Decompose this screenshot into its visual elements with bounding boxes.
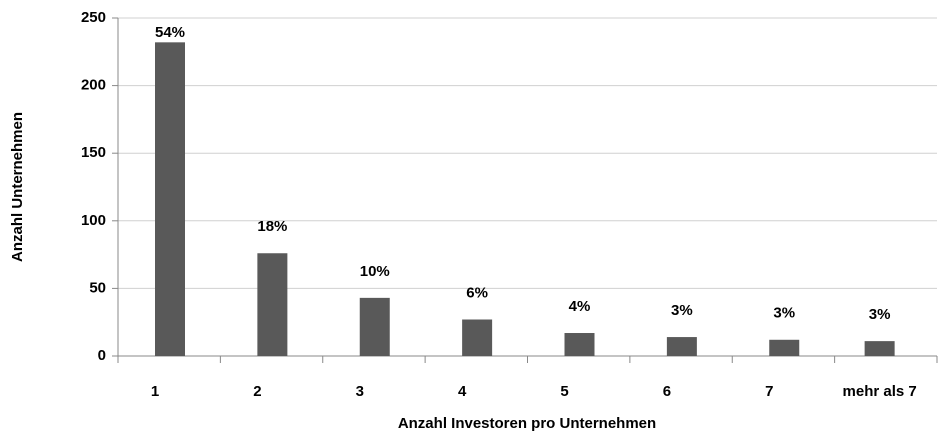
y-tick-label: 100 bbox=[81, 212, 106, 229]
y-tick-label: 150 bbox=[81, 144, 106, 161]
x-tick-label: 2 bbox=[253, 383, 261, 400]
data-label: 18% bbox=[257, 218, 287, 235]
y-tick-label: 250 bbox=[81, 9, 106, 26]
bar bbox=[666, 337, 697, 356]
bar bbox=[359, 297, 390, 356]
bar bbox=[462, 319, 493, 356]
x-tick-label: 5 bbox=[560, 383, 568, 400]
data-label: 3% bbox=[671, 302, 693, 319]
x-tick-label: 6 bbox=[663, 383, 671, 400]
y-tick-label: 200 bbox=[81, 77, 106, 94]
bar bbox=[257, 253, 288, 356]
x-tick-label: 1 bbox=[151, 383, 159, 400]
data-label: 10% bbox=[360, 263, 390, 280]
data-label: 4% bbox=[569, 298, 591, 315]
x-tick-label: 4 bbox=[458, 383, 467, 400]
y-tick-label: 50 bbox=[89, 279, 106, 296]
bar bbox=[864, 341, 895, 356]
data-label: 6% bbox=[466, 284, 488, 301]
x-tick-label: 7 bbox=[765, 383, 773, 400]
data-label: 3% bbox=[869, 306, 891, 323]
y-axis-title: Anzahl Unternehmen bbox=[9, 112, 26, 262]
x-axis-title: Anzahl Investoren pro Unternehmen bbox=[398, 415, 656, 432]
data-label: 3% bbox=[773, 305, 795, 322]
bar bbox=[564, 333, 595, 356]
y-tick-label: 0 bbox=[98, 347, 106, 364]
bar bbox=[769, 339, 800, 356]
bar bbox=[155, 42, 185, 356]
x-tick-label: mehr als 7 bbox=[843, 383, 917, 400]
x-tick-label: 3 bbox=[356, 383, 364, 400]
data-label: 54% bbox=[155, 24, 185, 41]
